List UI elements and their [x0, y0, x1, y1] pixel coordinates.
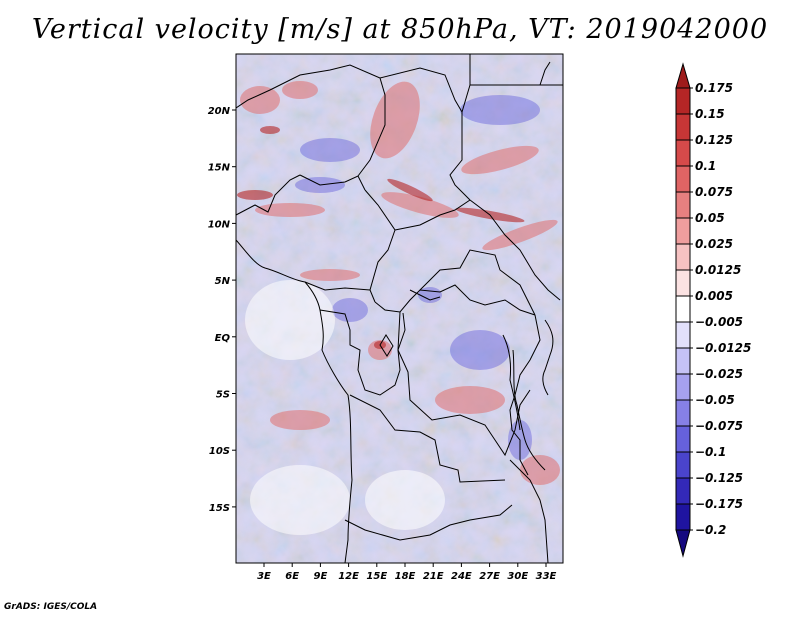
lon-tick-label: 24E — [451, 571, 472, 582]
colorbar-swatch — [675, 373, 691, 401]
colorbar-top-arrow — [675, 62, 691, 89]
lat-tick-label: 10S — [209, 446, 230, 457]
colorbar-swatch — [675, 451, 691, 479]
colorbar-label: −0.2 — [695, 523, 726, 537]
lon-tick-label: 3E — [257, 571, 271, 582]
colorbar-label: −0.175 — [695, 497, 743, 511]
colorbar-label: 0.1 — [695, 159, 716, 173]
colorbar-label: −0.125 — [695, 471, 743, 485]
colorbar-swatch — [675, 347, 691, 375]
colorbar-label: 0.05 — [695, 211, 725, 225]
colorbar-bottom-arrow — [675, 529, 691, 558]
colorbar-swatch — [675, 477, 691, 505]
lon-tick-label: 18E — [395, 571, 416, 582]
lon-tick-label: 21E — [423, 571, 444, 582]
lat-tick-label: 20N — [208, 106, 231, 117]
lat-tick-label: 10N — [208, 219, 231, 230]
colorbar-label: 0.15 — [695, 107, 725, 121]
colorbar-label: 0.075 — [695, 185, 733, 199]
lon-tick-label: 12E — [338, 571, 359, 582]
lon-tick-label: 15E — [366, 571, 387, 582]
velocity-field — [236, 54, 563, 563]
lat-tick-label: 15S — [209, 503, 230, 514]
longitude-axis: 3E 6E 9E 12E 15E 18E 21E 24E 27E 30E 33E — [257, 563, 557, 582]
colorbar-label: 0.175 — [695, 81, 733, 95]
chart-title: Vertical velocity [m/s] at 850hPa, VT: 2… — [31, 14, 769, 45]
colorbar-label: −0.05 — [695, 393, 735, 407]
colorbar-swatch — [675, 217, 691, 245]
colorbar-label: 0.005 — [695, 289, 733, 303]
grads-credit: GrADS: IGES/COLA — [4, 602, 98, 612]
lat-tick-label: 15N — [208, 163, 231, 174]
colorbar-label: −0.1 — [695, 445, 726, 459]
latitude-axis: 20N 15N 10N 5N EQ 5S 10S 15S — [208, 106, 236, 514]
colorbar-swatch — [675, 321, 691, 349]
colorbar-swatch — [675, 243, 691, 271]
colorbar-swatch — [675, 269, 691, 297]
lat-tick-label: EQ — [215, 333, 231, 344]
lon-tick-label: 6E — [285, 571, 299, 582]
colorbar-swatch — [675, 113, 691, 141]
colorbar-label: 0.0125 — [695, 263, 741, 277]
lon-tick-label: 30E — [507, 571, 528, 582]
colorbar-swatch — [675, 191, 691, 219]
colorbar-swatch — [675, 295, 691, 323]
colorbar-label: −0.075 — [695, 419, 743, 433]
colorbar-swatch — [675, 503, 691, 531]
country-borders — [236, 54, 563, 563]
colorbar-swatch — [675, 87, 691, 115]
colorbar-label: 0.025 — [695, 237, 733, 251]
colorbar-label: −0.025 — [695, 367, 743, 381]
lon-tick-label: 33E — [536, 571, 557, 582]
map-frame — [235, 53, 564, 564]
lat-tick-label: 5S — [216, 390, 230, 401]
colorbar-swatch — [675, 425, 691, 453]
colorbar-label: 0.125 — [695, 133, 733, 147]
colorbar-swatch — [675, 139, 691, 167]
lat-tick-label: 5N — [215, 276, 231, 287]
colorbar-label: −0.0125 — [695, 341, 751, 355]
colorbar-swatch — [675, 399, 691, 427]
colorbar: 0.175 0.15 0.125 0.1 0.075 0.05 0.025 0.0125 0.0… — [675, 62, 751, 558]
colorbar-label: −0.005 — [695, 315, 743, 329]
lon-tick-label: 27E — [479, 571, 500, 582]
lon-tick-label: 9E — [314, 571, 328, 582]
colorbar-swatch — [675, 165, 691, 193]
